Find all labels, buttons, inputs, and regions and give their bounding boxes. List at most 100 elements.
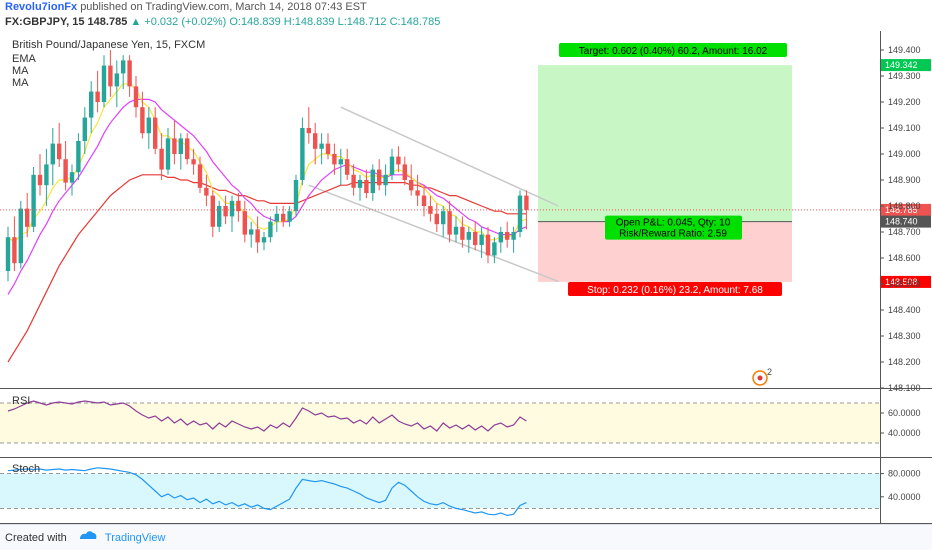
candle-body: [101, 65, 107, 102]
stop-label-box: [568, 282, 782, 296]
rsi-line: [7, 400, 527, 432]
candle-body: [57, 143, 62, 160]
author-link[interactable]: Revolu7ionFx: [5, 1, 78, 13]
legend-ema[interactable]: EMA: [12, 53, 37, 65]
price-tick-label: 148.500: [888, 279, 921, 289]
candle-body: [69, 172, 75, 183]
ma-slow-line: [7, 174, 527, 363]
price-tick-label: 149.300: [888, 71, 921, 81]
candle-body: [210, 195, 215, 227]
target-label-box: [559, 43, 787, 57]
candle-body: [89, 91, 94, 118]
candle-body: [268, 221, 273, 238]
candle-body: [127, 60, 132, 87]
candle-body: [108, 65, 113, 87]
candle-body: [242, 211, 247, 235]
candle-body: [479, 234, 484, 245]
price-tick-label: 148.700: [888, 227, 921, 237]
target-price-tag-bg: [881, 59, 931, 72]
symbol-line: FX:GBPJPY, 15 148.785 ▲ +0.032 (+0.02%) …: [5, 15, 932, 31]
entry-price-tag: 148.740: [885, 217, 918, 227]
legend-ma-2[interactable]: MA: [12, 77, 29, 89]
candle-body: [357, 180, 363, 188]
publish-line: Revolu7ionFx published on TradingView.co…: [5, 0, 932, 15]
candle-body: [82, 117, 87, 141]
candle-body: [76, 141, 81, 173]
candle-body: [165, 138, 171, 170]
rsi-label[interactable]: RSI: [12, 395, 30, 407]
candle-body: [236, 200, 241, 212]
chart-canvas[interactable]: Target: 0.602 (0.40%) 60.2, Amount: 16.0…: [0, 31, 932, 524]
candle-body: [261, 237, 267, 243]
target-zone: [538, 65, 792, 222]
last-price: 148.785: [87, 16, 128, 28]
footer: Created with TradingView: [0, 524, 932, 550]
pnl-label: Open P&L: 0.045, Qty: 10: [616, 218, 731, 229]
candle-body: [178, 138, 183, 154]
candle-body: [255, 229, 260, 243]
candle-body: [249, 229, 254, 235]
candle-body: [37, 174, 43, 186]
candle-body: [447, 211, 452, 235]
stop-price-tag-bg: [881, 275, 931, 288]
candle-body: [281, 213, 286, 222]
candle-body: [345, 159, 350, 175]
candle-body: [415, 190, 420, 196]
published-text: published on TradingView.com, March 14, …: [80, 1, 367, 13]
candle-body: [428, 206, 433, 214]
tradingview-logo-icon: [78, 525, 98, 551]
price-tick-label: 149.400: [888, 45, 921, 55]
candle-body: [383, 174, 388, 186]
candle-body: [185, 138, 190, 160]
ma-fast-line: [7, 98, 527, 295]
candle-body: [377, 169, 382, 186]
candle-body: [313, 133, 318, 149]
price-tick-label: 148.100: [888, 383, 921, 393]
candle-body: [505, 232, 510, 240]
stop-label: Stop: 0.232 (0.16%) 23.2, Amount: 7.68: [587, 285, 763, 296]
rsi-tick-label: 60.0000: [888, 408, 921, 418]
target-label: Target: 0.602 (0.40%) 60.2, Amount: 16.0…: [579, 46, 768, 57]
tradingview-link[interactable]: TradingView: [104, 532, 166, 544]
price-tick-label: 148.800: [888, 201, 921, 211]
symbol-name[interactable]: FX:GBPJPY, 15: [5, 16, 85, 28]
pnl-box: [605, 215, 742, 240]
candle-body: [492, 242, 497, 256]
legend-ma-1[interactable]: MA: [12, 65, 29, 77]
candle-body: [460, 226, 465, 240]
candle-body: [338, 159, 343, 165]
entry-price-tag-bg: [881, 215, 931, 228]
price-tick-label: 148.400: [888, 305, 921, 315]
candle-body: [172, 138, 177, 154]
candle-body: [453, 226, 459, 235]
candle-body: [217, 206, 222, 227]
candle-body: [511, 232, 516, 240]
candle-body: [5, 237, 11, 271]
channel-lower-line: [308, 184, 559, 283]
candle-body: [421, 195, 427, 206]
candle-body: [12, 237, 17, 264]
candle-body: [332, 154, 337, 165]
candle-body: [351, 174, 356, 188]
candle-body: [95, 91, 100, 102]
candle-body: [300, 128, 305, 180]
candle-body: [229, 200, 235, 217]
candle-body: [473, 232, 478, 245]
candle-body: [524, 195, 529, 210]
candle-body: [146, 117, 151, 134]
candle-body: [121, 60, 126, 74]
price-change: ▲ +0.032 (+0.02%): [130, 16, 227, 28]
candle-body: [396, 156, 401, 165]
candle-body: [306, 128, 311, 134]
candle-body: [133, 86, 139, 108]
candle-body: [287, 211, 292, 222]
price-tick-label: 148.300: [888, 331, 921, 341]
price-tick-label: 148.600: [888, 253, 921, 263]
stoch-label[interactable]: Stoch: [12, 463, 40, 475]
candle-body: [517, 195, 523, 232]
candle-body: [159, 148, 164, 170]
candle-body: [325, 143, 331, 154]
candle-body: [191, 159, 196, 165]
price-tick-label: 148.200: [888, 357, 921, 367]
candle-body: [409, 180, 414, 191]
